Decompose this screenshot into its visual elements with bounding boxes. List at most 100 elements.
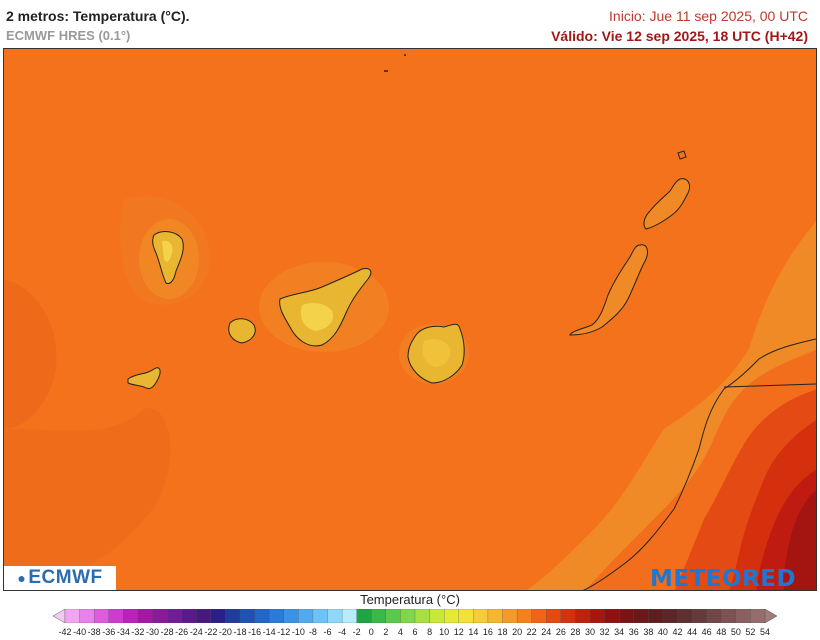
legend-tick-label: 24: [541, 627, 552, 637]
legend-swatch: [458, 608, 474, 624]
legend-swatch: [108, 608, 124, 624]
legend-tick-label: 26: [555, 627, 566, 637]
legend-tick-label: -14: [262, 627, 276, 637]
legend-swatch: [210, 608, 227, 624]
legend-tick-label: 36: [628, 627, 639, 637]
legend-tick-label: 6: [412, 627, 418, 637]
legend-tick-label: 32: [599, 627, 610, 637]
legend-swatch: [648, 608, 664, 624]
legend-tick-label: -16: [248, 627, 262, 637]
legend-swatch: [516, 608, 533, 624]
legend-tick-label: 22: [526, 627, 537, 637]
legend-swatch: [94, 608, 110, 624]
legend-tick-label: -32: [131, 627, 145, 637]
legend-swatch: [560, 608, 577, 624]
legend-swatch: [371, 608, 387, 624]
legend-tick-label: 20: [512, 627, 523, 637]
legend-swatch: [546, 608, 562, 624]
legend-swatch: [64, 608, 81, 624]
legend-tick-label: 54: [759, 627, 771, 637]
ecmwf-logo-text: ECMWF: [28, 567, 103, 588]
legend-tick-label: -40: [73, 627, 87, 637]
legend-tick-label: 18: [497, 627, 508, 637]
legend-tick-label: -12: [277, 627, 291, 637]
legend-swatch: [298, 608, 314, 624]
legend-swatch: [385, 608, 402, 624]
island-el-hierro: [127, 367, 161, 390]
legend-tick-label: -28: [160, 627, 174, 637]
legend-tick-label: 40: [657, 627, 668, 637]
legend-tick-label: 30: [584, 627, 596, 637]
legend-tick-label: 4: [397, 627, 403, 637]
legend-swatch: [473, 608, 489, 624]
legend-tick-label: 12: [453, 627, 464, 637]
legend-swatch: [283, 608, 299, 624]
valid-time: Válido: Vie 12 sep 2025, 18 UTC (H+42): [551, 28, 808, 44]
init-time: Inicio: Jue 11 sep 2025, 00 UTC: [609, 8, 808, 24]
legend-tick-label: -36: [102, 627, 116, 637]
island-fuerteventura: [569, 244, 648, 336]
legend-swatch: [166, 608, 183, 624]
header-right: Inicio: Jue 11 sep 2025, 00 UTC Válido: …: [551, 8, 808, 44]
legend-tick-label: 34: [614, 627, 625, 637]
ecmwf-symbol-icon: ●: [17, 570, 27, 586]
legend-arrow-high: [764, 608, 778, 624]
legend-swatch: [327, 608, 343, 624]
legend-swatch: [619, 608, 635, 624]
legend-swatch: [196, 608, 212, 624]
legend-tick-label: -4: [338, 627, 347, 637]
legend-tick-label: 46: [701, 627, 712, 637]
legend-swatch: [750, 608, 766, 624]
legend-tick-label: 44: [687, 627, 698, 637]
legend-tick-label: 52: [745, 627, 756, 637]
legend-arrow-low: [52, 608, 66, 624]
ecmwf-logo: ● ECMWF: [4, 566, 116, 590]
legend-swatch: [137, 608, 154, 624]
legend-swatch: [735, 608, 752, 624]
legend-tick-label: 14: [468, 627, 479, 637]
legend-tick-label: -22: [204, 627, 218, 637]
africa-coastline: [582, 338, 816, 590]
legend-tick-label: 50: [730, 627, 741, 637]
legend-swatch: [152, 608, 168, 624]
island-highland: [162, 240, 173, 262]
legend-swatch: [487, 608, 504, 624]
legend-tick-label: 38: [643, 627, 654, 637]
legend-swatch: [604, 608, 620, 624]
sea-patch: [4, 408, 171, 590]
legend-tick-label: 0: [368, 627, 374, 637]
legend-swatch: [444, 608, 460, 624]
legend-tick-label: 28: [570, 627, 581, 637]
model-name: ECMWF HRES (0.1°): [6, 28, 131, 43]
legend-swatch: [341, 608, 358, 624]
map-title: 2 metros: Temperatura (°C).: [6, 8, 190, 24]
legend-swatch: [356, 608, 372, 624]
island-lanzarote: [643, 178, 691, 230]
legend-swatch: [589, 608, 606, 624]
legend-swatch: [691, 608, 708, 624]
legend-tick-label: -42: [58, 627, 72, 637]
temperature-map[interactable]: [3, 48, 817, 591]
island-la-gomera: [228, 318, 256, 344]
legend-tick-label: 48: [716, 627, 727, 637]
legend-tick-label: 16: [482, 627, 493, 637]
legend-swatch: [662, 608, 679, 624]
legend-tick-label: -24: [189, 627, 203, 637]
legend-tick-label: -38: [87, 627, 101, 637]
sea-patch: [4, 279, 57, 429]
legend-swatch: [181, 608, 197, 624]
legend-swatch: [400, 608, 416, 624]
legend-tick-label: -6: [323, 627, 332, 637]
legend-tick-label: -20: [218, 627, 232, 637]
legend-swatch: [502, 608, 518, 624]
legend-swatch: [633, 608, 649, 624]
legend-swatch: [531, 608, 547, 624]
legend-swatch: [575, 608, 591, 624]
islet: [677, 150, 687, 160]
legend-tick-label: -26: [175, 627, 189, 637]
legend-swatch: [429, 608, 445, 624]
legend-tick-label: -30: [145, 627, 160, 637]
legend-tick-label: -34: [116, 627, 130, 637]
legend-tick-label: 8: [427, 627, 433, 637]
legend-swatch: [269, 608, 285, 624]
